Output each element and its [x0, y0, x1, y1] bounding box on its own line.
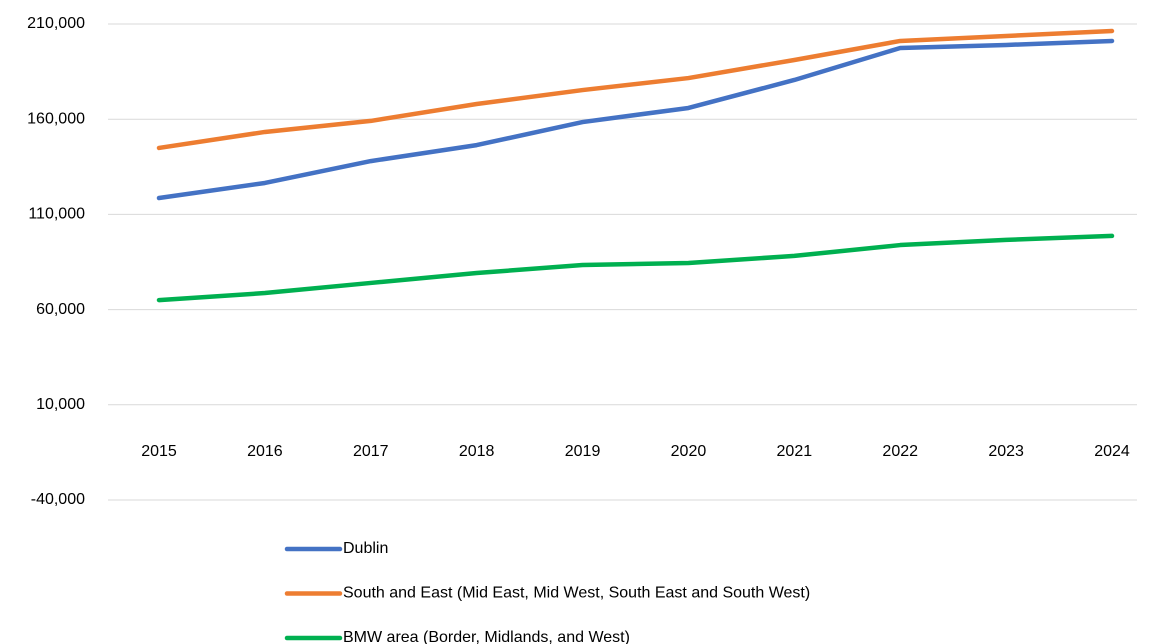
x-tick-label: 2015	[141, 443, 177, 460]
legend-label: South and East (Mid East, Mid West, Sout…	[343, 585, 810, 602]
y-tick-label: -40,000	[31, 491, 85, 508]
y-tick-label: 60,000	[36, 301, 85, 318]
line-series	[156, 38, 1115, 201]
x-tick-label: 2017	[353, 443, 389, 460]
y-tick-label: 110,000	[28, 206, 85, 223]
line-series	[156, 28, 1115, 151]
x-tick-label: 2024	[1094, 443, 1130, 460]
x-tick-label: 2019	[565, 443, 601, 460]
line-series	[156, 233, 1115, 303]
y-tick-label: 210,000	[27, 15, 85, 32]
x-tick-label: 2018	[459, 443, 495, 460]
legend-label: BMW area (Border, Midlands, and West)	[343, 629, 630, 644]
x-tick-label: 2016	[247, 443, 283, 460]
y-tick-label: 10,000	[36, 396, 85, 413]
y-tick-label: 160,000	[27, 110, 85, 127]
x-tick-label: 2022	[882, 443, 918, 460]
x-tick-label: 2021	[777, 443, 813, 460]
x-tick-label: 2020	[671, 443, 707, 460]
legend-label: Dublin	[343, 540, 388, 557]
x-tick-label: 2023	[988, 443, 1024, 460]
